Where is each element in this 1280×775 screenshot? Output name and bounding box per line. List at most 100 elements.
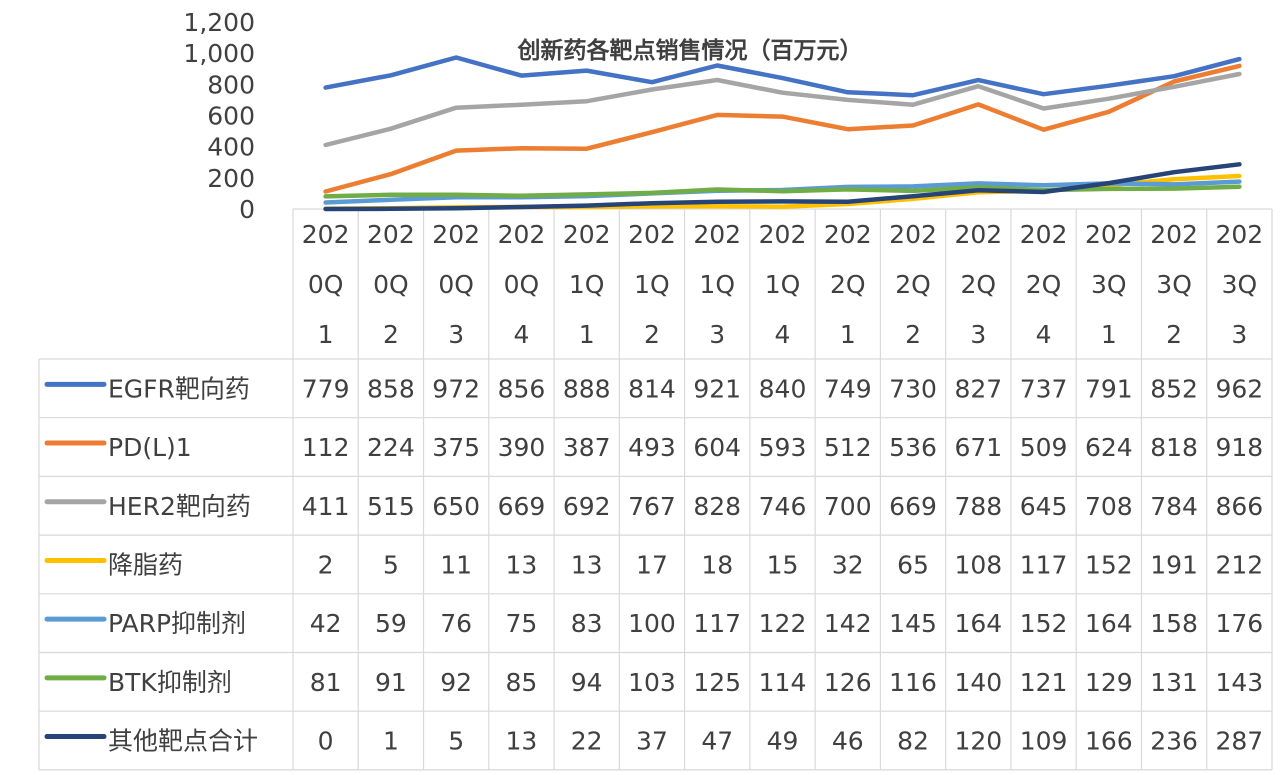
chart-title: 创新药各靶点销售情况（百万元） bbox=[517, 37, 863, 64]
data-table-value: 49 bbox=[767, 727, 799, 756]
series-line bbox=[323, 71, 1242, 148]
data-table-value: 83 bbox=[571, 609, 603, 638]
category-label: 2 bbox=[905, 320, 921, 349]
series-line bbox=[323, 63, 1242, 194]
data-table-value: 856 bbox=[498, 374, 546, 403]
data-table-value: 866 bbox=[1216, 492, 1264, 521]
data-table-value: 59 bbox=[375, 609, 407, 638]
data-table-value: 390 bbox=[498, 433, 546, 462]
data-table-value: 109 bbox=[1020, 727, 1068, 756]
data-table-value: 767 bbox=[628, 492, 676, 521]
legend-entry: 其他靶点合计 bbox=[108, 727, 258, 756]
data-table-value: 164 bbox=[954, 609, 1002, 638]
y-tick-label: 600 bbox=[207, 102, 255, 131]
category-label: 0Q bbox=[373, 270, 409, 299]
data-table-value: 145 bbox=[889, 609, 937, 638]
data-table-value: 921 bbox=[693, 374, 741, 403]
data-table-value: 114 bbox=[759, 668, 807, 697]
data-table-value: 669 bbox=[889, 492, 937, 521]
y-tick-label: 800 bbox=[207, 70, 255, 99]
data-table-value: 852 bbox=[1150, 374, 1198, 403]
data-table-value: 387 bbox=[563, 433, 611, 462]
data-table-value: 5 bbox=[448, 727, 464, 756]
data-table-value: 818 bbox=[1150, 433, 1198, 462]
data-table-value: 176 bbox=[1216, 609, 1264, 638]
data-table-value: 81 bbox=[310, 668, 342, 697]
data-table-value: 692 bbox=[563, 492, 611, 521]
data-table-value: 788 bbox=[954, 492, 1002, 521]
data-table-value: 143 bbox=[1216, 668, 1264, 697]
category-label: 202 bbox=[367, 220, 415, 249]
category-label: 1 bbox=[318, 320, 334, 349]
y-tick-label: 1,200 bbox=[183, 8, 255, 37]
data-table-value: 5 bbox=[383, 550, 399, 579]
data-table-value: 287 bbox=[1216, 727, 1264, 756]
category-label: 202 bbox=[824, 220, 872, 249]
data-table-value: 166 bbox=[1085, 727, 1133, 756]
data-table-value: 236 bbox=[1150, 727, 1198, 756]
data-table-value: 103 bbox=[628, 668, 676, 697]
category-label: 3 bbox=[1231, 320, 1247, 349]
category-label: 202 bbox=[1085, 220, 1133, 249]
category-label: 2Q bbox=[830, 270, 866, 299]
category-label: 202 bbox=[954, 220, 1002, 249]
data-table-value: 65 bbox=[897, 550, 929, 579]
data-table-value: 509 bbox=[1020, 433, 1068, 462]
data-table-rows: EGFR靶向药 779 858 972 856 888 814 921 840 749 730 827… bbox=[44, 374, 1264, 756]
data-table-value: 828 bbox=[693, 492, 741, 521]
data-table-value: 671 bbox=[954, 433, 1002, 462]
data-table-value: 46 bbox=[832, 727, 864, 756]
category-label: 202 bbox=[498, 220, 546, 249]
data-table-value: 85 bbox=[506, 668, 538, 697]
legend-entry: HER2靶向药 bbox=[108, 492, 251, 521]
category-label: 202 bbox=[1150, 220, 1198, 249]
data-table-value: 131 bbox=[1150, 668, 1198, 697]
data-table-value: 108 bbox=[954, 550, 1002, 579]
series-lines bbox=[323, 55, 1242, 212]
data-table-value: 749 bbox=[824, 374, 872, 403]
data-table-value: 15 bbox=[767, 550, 799, 579]
data-table-value: 91 bbox=[375, 668, 407, 697]
data-table-value: 13 bbox=[506, 727, 538, 756]
data-table-grid bbox=[38, 208, 1273, 771]
data-table-value: 117 bbox=[693, 609, 741, 638]
data-table-value: 650 bbox=[432, 492, 480, 521]
legend-entry: PARP抑制剂 bbox=[108, 609, 246, 638]
category-label: 3Q bbox=[1222, 270, 1258, 299]
data-table-value: 737 bbox=[1020, 374, 1068, 403]
data-table-value: 22 bbox=[571, 727, 603, 756]
data-table-value: 76 bbox=[440, 609, 472, 638]
data-table-value: 0 bbox=[318, 727, 334, 756]
data-table-value: 375 bbox=[432, 433, 480, 462]
category-label: 1Q bbox=[699, 270, 735, 299]
data-table-value: 152 bbox=[1085, 550, 1133, 579]
data-table-value: 112 bbox=[302, 433, 350, 462]
category-label: 202 bbox=[432, 220, 480, 249]
series-line bbox=[323, 55, 1242, 98]
data-table-value: 746 bbox=[759, 492, 807, 521]
data-table-value: 94 bbox=[571, 668, 603, 697]
category-label: 202 bbox=[1020, 220, 1068, 249]
category-label: 0Q bbox=[438, 270, 474, 299]
category-label: 2 bbox=[383, 320, 399, 349]
data-table-value: 784 bbox=[1150, 492, 1198, 521]
data-table-value: 100 bbox=[628, 609, 676, 638]
category-label: 202 bbox=[759, 220, 807, 249]
category-label: 3 bbox=[448, 320, 464, 349]
y-tick-label: 0 bbox=[239, 195, 255, 224]
legend-entry: EGFR靶向药 bbox=[108, 374, 250, 403]
category-label: 1 bbox=[1101, 320, 1117, 349]
data-table-value: 814 bbox=[628, 374, 676, 403]
category-label: 4 bbox=[1036, 320, 1052, 349]
category-label: 3Q bbox=[1156, 270, 1192, 299]
data-table-value: 37 bbox=[636, 727, 668, 756]
data-table-value: 645 bbox=[1020, 492, 1068, 521]
data-table-value: 120 bbox=[954, 727, 1002, 756]
data-table-value: 164 bbox=[1085, 609, 1133, 638]
category-label: 1 bbox=[840, 320, 856, 349]
category-label: 1Q bbox=[569, 270, 605, 299]
data-table-value: 593 bbox=[759, 433, 807, 462]
category-label: 1Q bbox=[634, 270, 670, 299]
data-table-value: 536 bbox=[889, 433, 937, 462]
